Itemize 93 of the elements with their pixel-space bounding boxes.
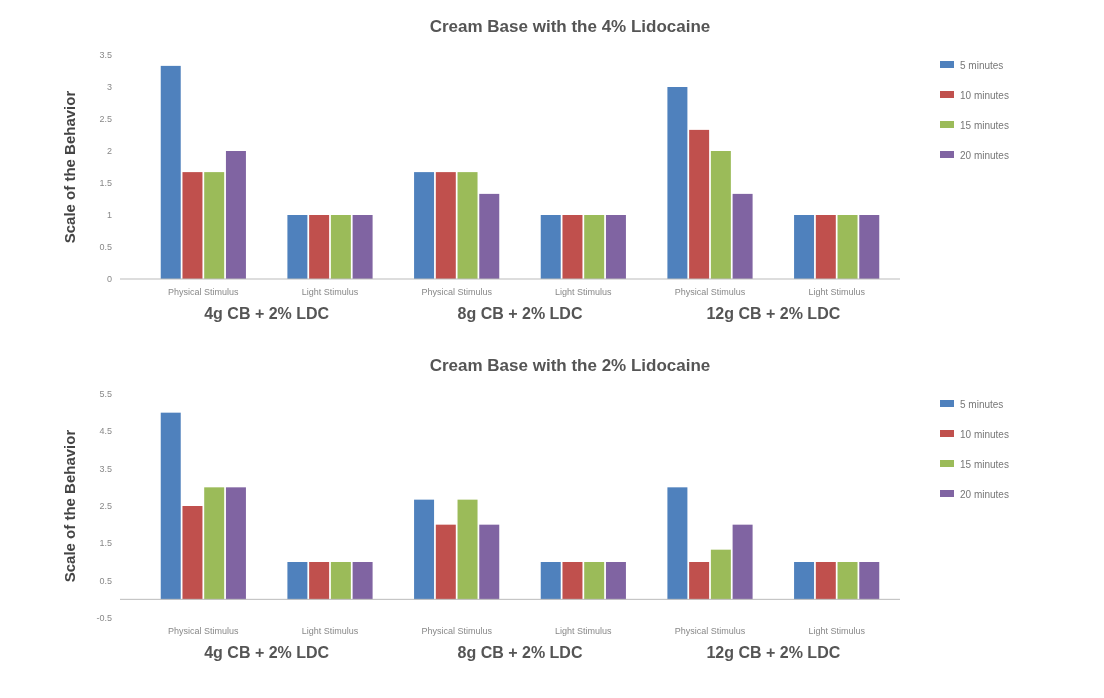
bar <box>414 172 435 279</box>
bar <box>584 562 605 600</box>
bar <box>605 215 626 279</box>
bar <box>352 215 373 279</box>
bar <box>160 412 181 600</box>
y-tick-label: 5.5 <box>99 389 112 400</box>
chart-title: Cream Base with the 4% Lidocaine <box>429 17 711 36</box>
bar <box>540 562 561 600</box>
bar <box>689 129 710 279</box>
y-tick-label: 3.5 <box>99 463 112 474</box>
chart-title: Cream Base with the 2% Lidocaine <box>429 356 711 375</box>
y-axis-title: Scale of the Behavior <box>61 90 78 244</box>
bar <box>352 562 373 600</box>
x-tick-label: Physical Stimulus <box>168 626 240 636</box>
legend-label: 20 minutes <box>960 149 1009 161</box>
legend-label: 20 minutes <box>960 488 1009 500</box>
bar <box>584 215 605 279</box>
x-tick-label: Light Stimulus <box>301 287 359 297</box>
bar <box>732 524 753 600</box>
bar <box>562 562 583 600</box>
x-tick-label: Physical Stimulus <box>674 626 746 636</box>
bar <box>330 562 351 600</box>
bar <box>794 562 815 600</box>
bar <box>309 562 330 600</box>
y-tick-label: 1.5 <box>99 538 112 549</box>
bar <box>562 215 583 279</box>
bar <box>605 562 626 600</box>
bar <box>309 215 330 279</box>
x-tick-label: Physical Stimulus <box>421 626 493 636</box>
legend-label: 10 minutes <box>960 89 1009 101</box>
y-tick-label: 2.5 <box>99 501 112 512</box>
bar <box>479 524 500 600</box>
x-tick-label: Physical Stimulus <box>421 287 493 297</box>
bar <box>225 151 246 279</box>
bar <box>667 87 688 279</box>
bar <box>479 193 500 279</box>
x-tick-label: Physical Stimulus <box>674 287 746 297</box>
legend-label: 5 minutes <box>960 398 1004 410</box>
x-tick-label: Light Stimulus <box>555 287 613 297</box>
text: 8g CB + 2% LDC <box>457 644 583 661</box>
y-tick-label: 1 <box>106 210 112 221</box>
bar <box>710 151 731 279</box>
bar <box>435 524 456 600</box>
y-tick-label: 1.5 <box>99 178 112 189</box>
bar <box>794 215 815 279</box>
y-tick-label: 3 <box>106 82 112 93</box>
bar <box>435 172 456 279</box>
y-axis-title: Scale of the Behavior <box>61 429 78 583</box>
bar <box>225 487 246 600</box>
text: 4g CB + 2% LDC <box>204 644 330 661</box>
x-tick-label: Light Stimulus <box>808 626 866 636</box>
bar <box>160 65 181 279</box>
bar <box>859 562 880 600</box>
bar <box>815 562 836 600</box>
y-tick-label: 0.5 <box>99 575 112 586</box>
bar <box>457 499 478 600</box>
y-tick-label: 0.5 <box>99 242 112 253</box>
bar <box>732 193 753 279</box>
text: 8g CB + 2% LDC <box>457 305 583 322</box>
x-tick-label: Physical Stimulus <box>168 287 240 297</box>
bar <box>204 172 225 279</box>
y-tick-label: 0 <box>106 274 112 285</box>
bar <box>287 215 308 279</box>
y-tick-label: 3.5 <box>99 50 112 61</box>
y-tick-label: 4.5 <box>99 426 112 437</box>
x-tick-label: Light Stimulus <box>301 626 359 636</box>
text: 12g CB + 2% LDC <box>706 305 841 322</box>
text: 4g CB + 2% LDC <box>204 305 330 322</box>
legend-label: 15 minutes <box>960 458 1009 470</box>
legend-label: 10 minutes <box>960 428 1009 440</box>
bar <box>287 562 308 600</box>
bar <box>667 487 688 600</box>
x-tick-label: Light Stimulus <box>808 287 866 297</box>
bar <box>837 562 858 600</box>
text: 12g CB + 2% LDC <box>706 644 841 661</box>
y-tick-label: 2.5 <box>99 114 112 125</box>
bar <box>457 172 478 279</box>
x-tick-label: Light Stimulus <box>555 626 613 636</box>
bar <box>414 499 435 600</box>
bar <box>689 562 710 600</box>
legend-label: 15 minutes <box>960 119 1009 131</box>
bar <box>182 506 203 600</box>
bar <box>837 215 858 279</box>
legend-label: 5 minutes <box>960 59 1004 71</box>
bar <box>204 487 225 600</box>
y-tick-label: -0.5 <box>96 613 112 624</box>
bar <box>540 215 561 279</box>
bar <box>182 172 203 279</box>
bar <box>330 215 351 279</box>
y-tick-label: 2 <box>106 146 112 157</box>
bar <box>815 215 836 279</box>
bar <box>859 215 880 279</box>
bar <box>710 549 731 600</box>
